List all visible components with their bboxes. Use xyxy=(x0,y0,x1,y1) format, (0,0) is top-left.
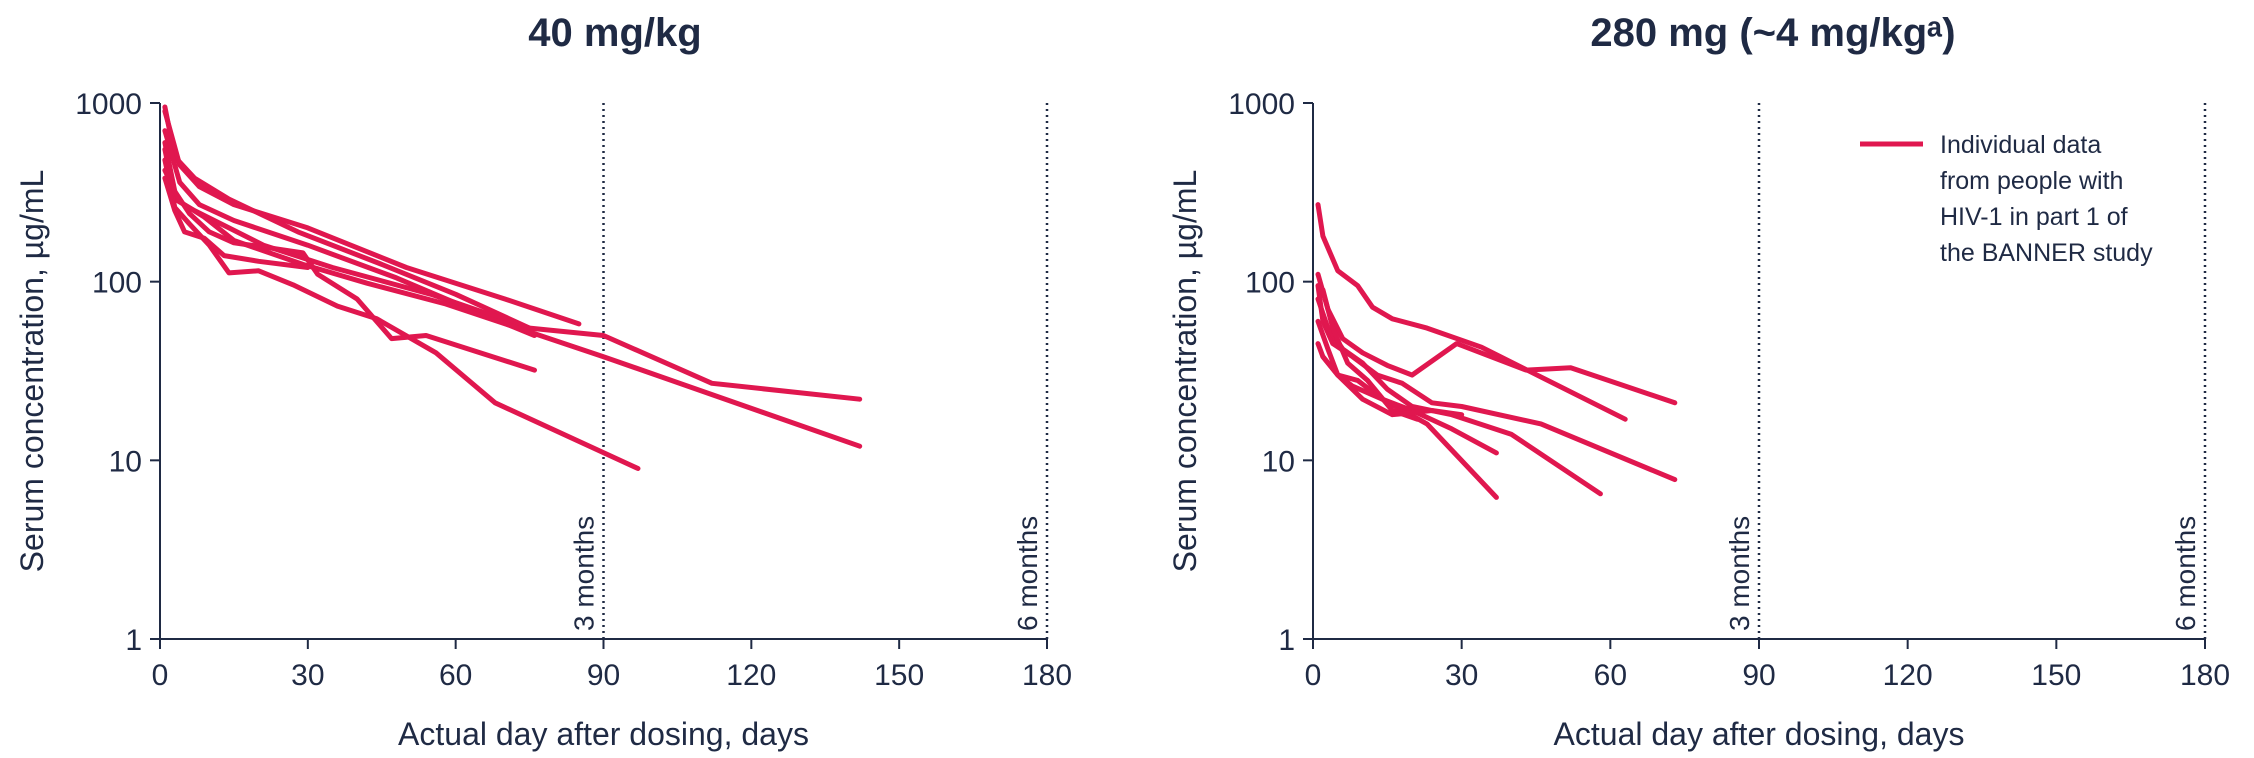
y-tick-label: 1 xyxy=(125,624,142,657)
y-tick-label: 100 xyxy=(92,267,142,300)
legend-text-line: HIV-1 in part 1 of xyxy=(1940,203,2128,231)
x-tick-label: 30 xyxy=(1445,659,1478,692)
legend-text-line: Individual data xyxy=(1940,131,2101,159)
chart-title: 280 mg (~4 mg/kgᵃ) xyxy=(1590,11,1955,55)
x-tick-label: 150 xyxy=(2031,659,2081,692)
y-axis-label: Serum concentration, µg/mL xyxy=(1167,170,1203,573)
y-tick-label: 10 xyxy=(1262,445,1295,478)
x-tick-label: 180 xyxy=(1022,659,1072,692)
x-tick-label: 90 xyxy=(587,659,620,692)
x-tick-label: 180 xyxy=(2180,659,2230,692)
y-axis-label: Serum concentration, µg/mL xyxy=(14,170,50,573)
reference-line-label: 3 months xyxy=(1724,516,1755,631)
x-tick-label: 120 xyxy=(1883,659,1933,692)
chart-title: 40 mg/kg xyxy=(528,11,701,55)
x-axis-label: Actual day after dosing, days xyxy=(398,716,809,752)
y-tick-label: 1 xyxy=(1278,624,1295,657)
x-tick-label: 120 xyxy=(726,659,776,692)
legend-text-line: from people with xyxy=(1940,167,2123,195)
x-tick-label: 0 xyxy=(152,659,169,692)
legend: Individual data from people with HIV-1 in … xyxy=(1860,131,2153,267)
series-line-4 xyxy=(1315,296,1603,497)
series-line-6 xyxy=(162,157,641,471)
chart-panel-280mg: 280 mg (~4 mg/kgᵃ) 0 30 60 90 120 150 180 1 10 100… xyxy=(1167,11,2230,752)
x-tick-label: 0 xyxy=(1305,659,1322,692)
reference-line-label: 3 months xyxy=(569,516,600,631)
x-tick-label: 90 xyxy=(1742,659,1775,692)
y-tick-label: 10 xyxy=(109,445,142,478)
reference-line-label: 6 months xyxy=(1012,516,1043,631)
x-tick-label: 60 xyxy=(1594,659,1627,692)
x-tick-label: 150 xyxy=(874,659,924,692)
series-line-8 xyxy=(1320,354,1465,418)
x-axis-label: Actual day after dosing, days xyxy=(1554,716,1965,752)
series-line-5 xyxy=(162,167,863,449)
series-line-1 xyxy=(1315,202,1628,422)
y-tick-label: 1000 xyxy=(1228,88,1295,121)
chart-panel-40mgkg: 40 mg/kg 0 30 60 90 120 150 180 1 10 100 1000 Actual… xyxy=(14,11,1072,752)
legend-text-line: the BANNER study xyxy=(1940,239,2153,267)
series-line-8 xyxy=(162,175,311,270)
series-line-2 xyxy=(162,104,533,331)
x-tick-label: 30 xyxy=(291,659,324,692)
series-line-7 xyxy=(162,140,537,373)
reference-line-label: 6 months xyxy=(2170,516,2201,631)
series-line-3 xyxy=(1315,283,1678,483)
y-tick-label: 100 xyxy=(1245,267,1295,300)
y-tick-label: 1000 xyxy=(75,88,142,121)
series-line-2 xyxy=(1315,271,1678,406)
x-tick-label: 60 xyxy=(439,659,472,692)
